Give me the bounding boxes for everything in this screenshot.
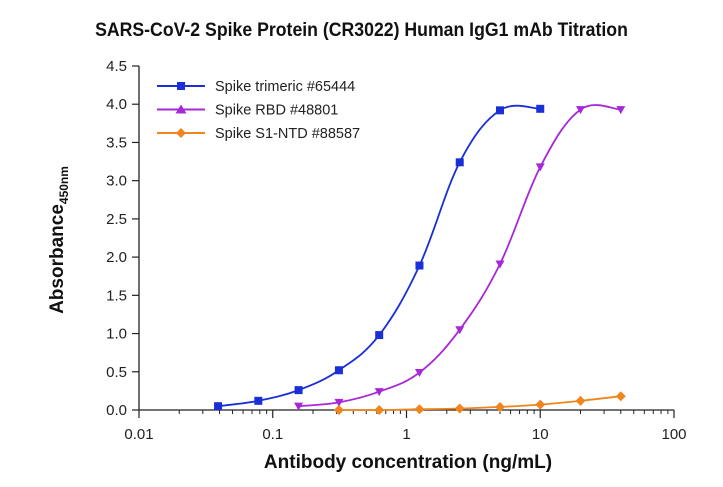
data-point [334, 366, 343, 375]
data-point [414, 369, 424, 378]
legend-marker [177, 82, 185, 90]
y-tick-label: 2.5 [106, 211, 127, 228]
series-3 [333, 391, 626, 415]
data-point [495, 260, 505, 269]
x-tick-label: 0.1 [262, 426, 283, 443]
legend-label: Spike RBD #48801 [215, 103, 338, 119]
data-point [535, 399, 546, 410]
y-tick-label: 2.0 [106, 249, 127, 266]
series-line [217, 104, 541, 408]
data-point [414, 404, 425, 415]
chart-title: SARS-CoV-2 Spike Protein (CR3022) Human … [95, 20, 628, 41]
data-point [576, 106, 586, 115]
y-axis-title: Absorbance450nm [47, 166, 71, 314]
x-tick-label: 0.01 [124, 426, 153, 443]
legend-item-2: Spike RBD #48801 [157, 103, 338, 119]
x-tick-label: 100 [661, 426, 686, 443]
series-line [298, 104, 621, 408]
series-1 [214, 104, 545, 411]
x-axis-title: Antibody concentration (ng/mL) [264, 452, 552, 473]
data-point [455, 158, 464, 167]
y-tick-label: 1.5 [106, 287, 127, 304]
y-tick-label: 3.0 [106, 173, 127, 190]
data-point [495, 106, 504, 115]
data-point [374, 405, 385, 415]
legend-label: Spike S1-NTD #88587 [215, 126, 360, 142]
x-tick-label: 10 [532, 426, 549, 443]
axes: 0.0 0.5 1.0 1.5 2.0 2.5 3.0 3.5 4.0 4.5 0.01 0.1 1 10… [106, 58, 686, 443]
data-point [294, 402, 304, 411]
data-point [575, 395, 586, 406]
y-axis-title-main: Absorbance [47, 204, 68, 314]
y-tick-label: 0.5 [106, 364, 127, 381]
legend-marker [175, 104, 187, 114]
data-point [294, 386, 303, 395]
data-point [415, 261, 424, 270]
legend: Spike trimeric #65444 Spike RBD #48801 Spi… [157, 79, 360, 142]
data-point [214, 402, 223, 411]
legend-item-1: Spike trimeric #65444 [157, 79, 355, 95]
y-tick-label: 0.0 [106, 402, 127, 419]
y-tick-label: 4.5 [106, 58, 127, 75]
data-point [334, 398, 344, 407]
y-axis-title-sub: 450nm [57, 166, 71, 204]
data-point [333, 405, 344, 415]
data-point [254, 396, 263, 405]
legend-item-3: Spike S1-NTD #88587 [157, 126, 360, 142]
y-tick-label: 4.0 [106, 96, 127, 113]
y-tick-label: 1.0 [106, 326, 127, 343]
data-point [536, 104, 545, 113]
data-point [375, 331, 384, 340]
data-point [535, 163, 545, 172]
legend-marker [176, 128, 186, 138]
series-2 [294, 104, 626, 411]
y-tick-label: 3.5 [106, 134, 127, 151]
series-layer [214, 104, 626, 415]
data-point [616, 106, 626, 115]
data-point [615, 391, 626, 402]
data-point [454, 403, 465, 414]
x-tick-label: 1 [402, 426, 410, 443]
legend-label: Spike trimeric #65444 [215, 79, 355, 95]
data-point [374, 388, 384, 397]
data-point [494, 401, 505, 412]
data-point [455, 326, 465, 335]
